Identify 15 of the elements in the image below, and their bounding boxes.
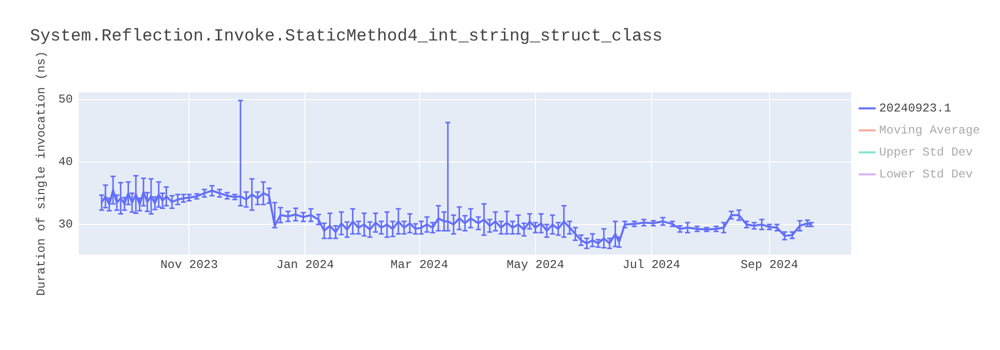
- x-tick-label: Jul 2024: [622, 258, 680, 272]
- x-tick-label: Mar 2024: [390, 258, 448, 272]
- legend-label: Upper Std Dev: [879, 146, 973, 160]
- x-tick-label: Nov 2023: [160, 258, 218, 272]
- x-tick-label: May 2024: [506, 258, 564, 272]
- legend-label: Moving Average: [879, 124, 980, 138]
- legend-label: 20240923.1: [879, 102, 952, 116]
- chart-title: System.Reflection.Invoke.StaticMethod4_int_string_struct_class: [30, 28, 663, 47]
- x-tick-label: Jan 2024: [276, 258, 334, 272]
- y-axis-title: Duration of single invocation (ns): [34, 51, 48, 296]
- x-tick-label: Sep 2024: [740, 258, 798, 272]
- y-tick-label: 30: [58, 218, 73, 232]
- y-tick-label: 40: [58, 155, 73, 170]
- y-tick-label: 50: [58, 92, 73, 106]
- legend-label: Lower Std Dev: [879, 168, 973, 182]
